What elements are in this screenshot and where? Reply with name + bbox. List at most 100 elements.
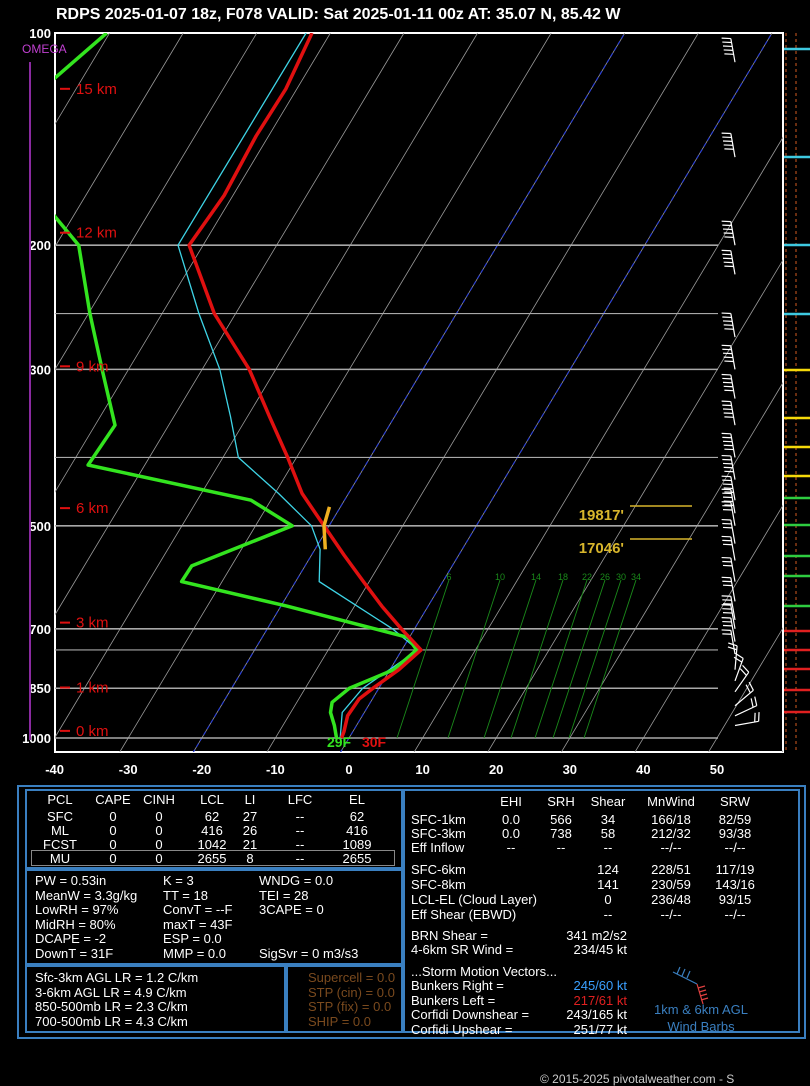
wind-barb [721, 576, 736, 602]
pressure-label: 700 [29, 622, 51, 637]
parcel-cell: FCST [43, 837, 77, 852]
wind-barb [721, 518, 736, 544]
omega-label: OMEGA [22, 42, 67, 56]
kinematics-cell: 230/59 [651, 877, 691, 892]
kinematics-cell: -- [556, 840, 566, 855]
surface-temp-label: 30F [362, 734, 387, 750]
skewt-chart: 6 10 14 18 22 26 30 3419817'17046'1002003005007… [22, 26, 810, 777]
wind-barb [721, 454, 736, 480]
lapse-rates: Sfc-3km AGL LR = 1.2 C/km 3-6km AGL LR = … [25, 965, 286, 1033]
thermo-index: 3CAPE = 0 [259, 902, 324, 917]
parcel-cell: 62 [204, 809, 220, 824]
composite-index: STP (cin) = 0.0 [308, 984, 395, 1000]
kinematics-cell: 0.0 [501, 826, 521, 841]
wind-barb [721, 617, 736, 642]
pressure-label: 1000 [22, 731, 51, 746]
wind-barb-legend-icon [672, 966, 709, 1005]
parcel-cell: 27 [242, 809, 258, 824]
wind-barb [721, 604, 736, 629]
kinematics-header: Shear [590, 794, 626, 809]
isotherm [708, 627, 783, 752]
temp-tick-label: 0 [345, 762, 352, 777]
pressure-label: 100 [29, 26, 51, 41]
parcel-cell: 62 [349, 809, 365, 824]
kinematics-cell: 93/38 [718, 826, 752, 841]
storm-motion-value: 245/60 kt [573, 978, 628, 993]
level-label: 19817' [579, 507, 624, 524]
storm-motion-label: Bunkers Left = [411, 992, 496, 1008]
height-label: 12 km [76, 225, 117, 242]
isotherm [340, 33, 773, 752]
thermo-indices: PW = 0.53in MeanW = 3.3g/kg LowRH = 97% Mid… [25, 869, 403, 965]
isotherm [119, 33, 552, 752]
kinematics-cell: 212/32 [651, 826, 691, 841]
thermo-index: ConvT = --F [163, 902, 233, 917]
wind-barb [721, 488, 736, 514]
storm-motion-label: Bunkers Right = [411, 978, 504, 993]
kinematics-cell: --/-- [724, 907, 746, 922]
kinematics-cell: -- [506, 840, 516, 855]
level-label: 17046' [579, 540, 624, 557]
wind-barb [727, 642, 738, 670]
wind-legend-line2: Wind Barbs [667, 1019, 735, 1034]
mixing-ratio-label: 18 [558, 572, 568, 582]
height-label: 15 km [76, 81, 117, 98]
thermo-index: LowRH = 97% [35, 902, 119, 917]
thermo-index: ESP = 0.0 [163, 931, 222, 946]
parcel-cell: 0 [155, 837, 163, 852]
pressure-label: 200 [29, 238, 51, 253]
isotherm [634, 504, 783, 752]
temp-tick-label: 50 [710, 762, 724, 777]
mixing-ratio-line [447, 579, 501, 739]
isotherm [55, 33, 258, 371]
sr-wind-value: 234/45 kt [573, 942, 628, 957]
kinematics-row-label: SFC-6km [411, 862, 466, 877]
thermo-index: PW = 0.53in [35, 873, 107, 888]
parcel-cell: 0 [109, 837, 117, 852]
lapse-rate: Sfc-3km AGL LR = 1.2 C/km [35, 970, 199, 985]
thermo-index: maxT = 43F [163, 916, 233, 932]
thermo-index: TT = 18 [163, 887, 208, 903]
brn-shear-value: 341 m2/s2 [566, 928, 627, 943]
mixing-ratio-label: 22 [582, 572, 592, 582]
mixing-ratio-label: 14 [531, 572, 541, 582]
kinematics-row-label: SFC-3km [411, 826, 466, 841]
wind-barb [721, 344, 736, 370]
isotherm [55, 33, 478, 739]
parcel-cell: SFC [47, 809, 73, 824]
thermo-index: DownT = 31F [35, 945, 114, 961]
wind-barb [721, 629, 736, 655]
kinematics-cell: 34 [600, 812, 616, 827]
mixing-ratio-label: 10 [495, 572, 505, 582]
thermo-index: MeanW = 3.3g/kg [35, 887, 138, 903]
parcel-cell: ML [50, 823, 70, 838]
wind-barb [721, 400, 736, 426]
temp-tick-label: 20 [489, 762, 503, 777]
parcel-cell: -- [295, 851, 305, 866]
kinematics-cell: 93/15 [718, 892, 752, 907]
thermo-index: DCAPE = -2 [35, 931, 107, 946]
parcel-cell: 0 [109, 809, 117, 824]
wind-barb [721, 432, 736, 458]
height-label: 9 km [76, 358, 109, 375]
parcel-cell: 0 [155, 823, 163, 838]
kinematics-header: SRH [547, 794, 575, 809]
parcel-header: CAPE [95, 792, 131, 807]
kinematics-cell: 566 [550, 812, 572, 827]
kinematics-row-label: SFC-8km [411, 877, 466, 892]
lapse-rate: 3-6km AGL LR = 4.9 C/km [35, 984, 187, 1000]
sr-wind-label: 4-6km SR Wind = [411, 942, 514, 957]
kinematics-header: SRW [719, 794, 751, 809]
isotherm [781, 749, 783, 752]
pressure-label: 850 [29, 681, 51, 696]
storm-motion-value: 243/165 kt [566, 1007, 627, 1022]
isotherm [55, 33, 184, 248]
storm-motion-value: 217/61 kt [573, 992, 628, 1008]
wind-barb [733, 652, 744, 682]
isotherm [413, 136, 783, 752]
height-label: 1 km [76, 680, 109, 697]
thermo-index: TEI = 28 [259, 887, 309, 903]
temp-tick-label: -40 [45, 762, 64, 777]
mixing-ratio-label: 26 [600, 572, 610, 582]
mixing-ratio-line [552, 579, 606, 739]
